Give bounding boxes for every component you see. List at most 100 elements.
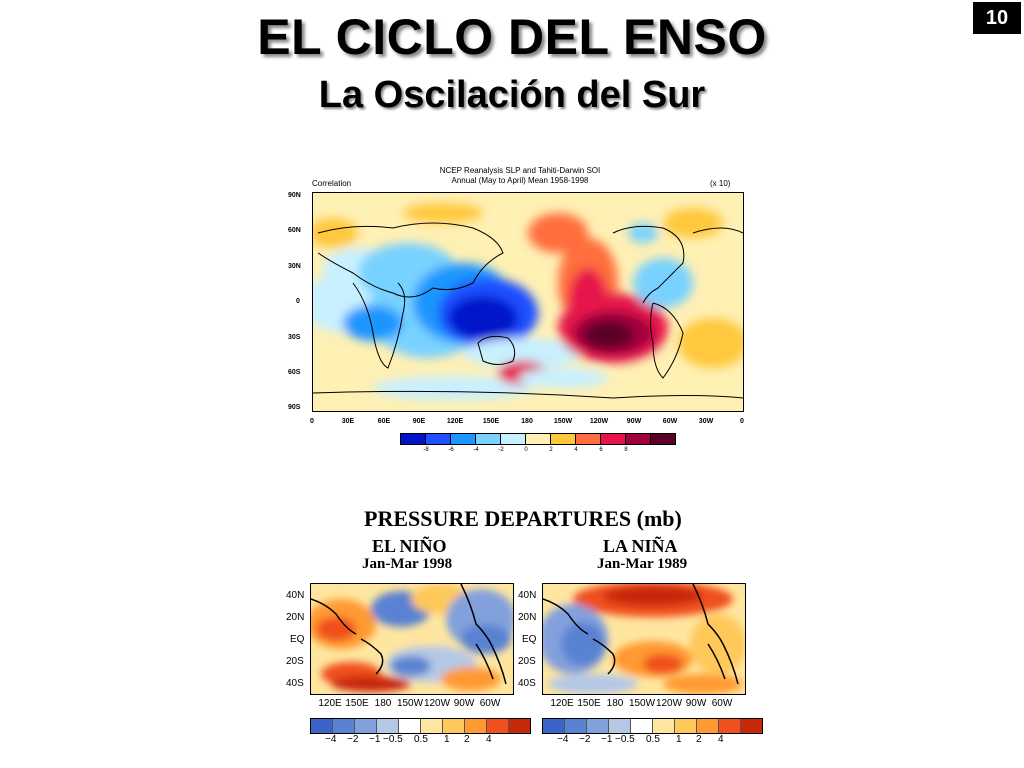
colorbar-swatch: [565, 719, 587, 733]
map-xtick: 120W: [589, 418, 609, 425]
colorbar-swatch: [401, 434, 426, 444]
colorbar-swatch: [465, 719, 487, 733]
map-xtick: 120E: [446, 418, 464, 425]
panel-xtick: 120W: [655, 698, 683, 709]
colorbar-label: 8: [624, 447, 628, 453]
panel-ytick: EQ: [522, 634, 537, 645]
panel-xtick: 150W: [628, 698, 656, 709]
map-xtick: 90E: [412, 418, 426, 425]
map-title-line2: Annual (May to April) Mean 1958-1998: [451, 176, 589, 185]
map-colorbar: [400, 433, 676, 445]
slp-correlation-map: NCEP Reanalysis SLP and Tahiti-Darwin SO…: [270, 160, 760, 465]
panel-xtick: 120W: [423, 698, 451, 709]
el-nino-date: Jan-Mar 1998: [362, 556, 453, 572]
panel-ytick: 40N: [518, 590, 537, 601]
colorbar-label: 0.5: [646, 734, 660, 745]
map-xtick: 180: [521, 418, 533, 425]
la-nina-label: LA NIÑA: [603, 536, 678, 556]
panel-xtick: 60W: [711, 698, 733, 709]
panel-ytick: 20S: [518, 656, 536, 667]
colorbar-swatch: [741, 719, 762, 733]
colorbar-swatch: [443, 719, 465, 733]
colorbar-label: 2: [549, 447, 553, 453]
map-xtick: 0: [310, 418, 314, 425]
map-ytick: 90N: [288, 192, 301, 199]
map-xtick: 30W: [698, 418, 714, 425]
colorbar-swatch: [501, 434, 526, 444]
colorbar-swatch: [311, 719, 333, 733]
el-nino-label: EL NIÑO: [372, 536, 447, 556]
panel-xtick: 120E: [318, 698, 342, 709]
panel-ytick: 20N: [518, 612, 537, 623]
colorbar-label: 6: [599, 447, 603, 453]
panel-xtick: 150E: [577, 698, 601, 709]
map-xtick: 60E: [377, 418, 391, 425]
map-right-note: (x 10): [710, 179, 731, 188]
panel-ytick: 40N: [286, 590, 305, 601]
colorbar-swatch: [377, 719, 399, 733]
la-nina-panel: [542, 583, 746, 695]
colorbar-label: −1: [369, 734, 381, 745]
la-nina-colorbar: [542, 718, 763, 734]
colorbar-label: 4: [574, 447, 578, 453]
map-ytick: 30N: [288, 263, 301, 270]
panel-xtick: 180: [374, 698, 392, 709]
map-title: NCEP Reanalysis SLP and Tahiti-Darwin SO…: [400, 166, 640, 186]
map-title-line1: NCEP Reanalysis SLP and Tahiti-Darwin SO…: [439, 166, 601, 175]
panel-ytick: 40S: [518, 678, 536, 689]
colorbar-swatch: [626, 434, 651, 444]
map-ytick: 60N: [288, 227, 301, 234]
colorbar-label: −2: [579, 734, 591, 745]
colorbar-swatch: [719, 719, 741, 733]
panel-xtick: 120E: [550, 698, 574, 709]
map-ytick: 0: [296, 298, 300, 305]
colorbar-label: 1: [444, 734, 450, 745]
colorbar-label: 2: [696, 734, 702, 745]
colorbar-swatch: [601, 434, 626, 444]
el-nino-colorbar: [310, 718, 531, 734]
map-xtick: 150W: [553, 418, 573, 425]
panel-ytick: 40S: [286, 678, 304, 689]
panel-ytick: 20N: [286, 612, 305, 623]
colorbar-label: 2: [464, 734, 470, 745]
correlation-field: [313, 193, 743, 411]
page-number-badge: 10: [973, 2, 1021, 34]
pressure-departures-title: PRESSURE DEPARTURES (mb): [364, 506, 682, 531]
map-xtick: 90W: [626, 418, 642, 425]
la-nina-date: Jan-Mar 1989: [597, 556, 688, 572]
colorbar-label: 4: [486, 734, 492, 745]
colorbar-swatch: [653, 719, 675, 733]
panel-xtick: 90W: [453, 698, 475, 709]
colorbar-label: −2: [347, 734, 359, 745]
colorbar-swatch: [609, 719, 631, 733]
colorbar-label: −1: [601, 734, 613, 745]
panel-xtick: 60W: [479, 698, 501, 709]
colorbar-swatch: [526, 434, 551, 444]
map-left-note: Correlation: [312, 179, 352, 188]
colorbar-label: 1: [676, 734, 682, 745]
colorbar-swatch: [451, 434, 476, 444]
map-xtick: 0: [740, 418, 744, 425]
la-nina-field: [543, 584, 745, 694]
colorbar-label: 0: [524, 447, 528, 453]
colorbar-swatch: [421, 719, 443, 733]
slide-title: EL CICLO DEL ENSO: [257, 9, 767, 65]
panel-xtick: 180: [606, 698, 624, 709]
map-xtick: 150E: [482, 418, 500, 425]
colorbar-swatch: [426, 434, 451, 444]
colorbar-label: 4: [718, 734, 724, 745]
panel-xtick: 150W: [396, 698, 424, 709]
colorbar-label: −4: [325, 734, 337, 745]
map-ytick: 90S: [288, 404, 301, 411]
colorbar-swatch: [631, 719, 653, 733]
el-nino-panel: [310, 583, 514, 695]
colorbar-swatch: [651, 434, 675, 444]
colorbar-swatch: [399, 719, 421, 733]
colorbar-label: -6: [448, 447, 454, 453]
colorbar-swatch: [551, 434, 576, 444]
colorbar-swatch: [576, 434, 601, 444]
colorbar-label: −0.5: [383, 734, 403, 745]
colorbar-swatch: [487, 719, 509, 733]
colorbar-swatch: [509, 719, 530, 733]
colorbar-swatch: [355, 719, 377, 733]
